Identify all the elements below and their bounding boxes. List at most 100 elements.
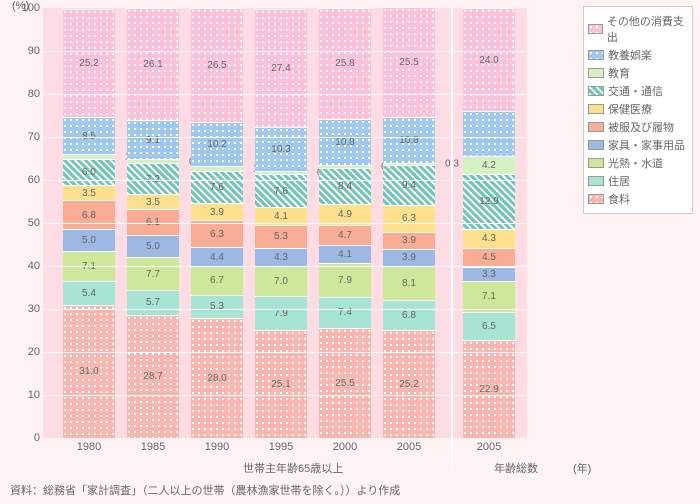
bar-segment: 8.4 xyxy=(319,168,371,204)
bar-segment: 6.8 xyxy=(383,300,435,329)
bar-value: 27.4 xyxy=(271,63,290,74)
legend-item: 住居 xyxy=(588,173,688,189)
x-group-label: 年齢総数 xyxy=(494,460,538,476)
legend-swatch xyxy=(588,50,604,60)
bar-segment: 7.2 xyxy=(127,163,179,194)
legend-swatch xyxy=(588,158,604,168)
bar-value: 28.7 xyxy=(143,371,162,382)
bar-value: 3.5 xyxy=(82,188,96,199)
bar-value: 25.5 xyxy=(335,378,354,389)
bar-value: 6.8 xyxy=(82,210,96,221)
bar-segment: 6.7 xyxy=(191,266,243,295)
y-tick: 50 xyxy=(28,217,40,229)
legend-item: その他の消費支出 xyxy=(588,13,688,45)
bar-value: 8.5 xyxy=(82,131,96,142)
y-tick: 60 xyxy=(28,174,40,186)
bar-value: 4.4 xyxy=(210,252,224,263)
legend-item: 家具・家事用品 xyxy=(588,137,688,153)
bar-segment: 26.5 xyxy=(191,8,243,122)
bar-segment: 5.3 xyxy=(191,295,243,318)
legend-swatch xyxy=(588,140,604,150)
bar-segment: 4.3 xyxy=(255,248,307,266)
bar-segment: 10.3 xyxy=(255,127,307,171)
bar-segment: 5.4 xyxy=(63,281,115,304)
bar-segment: 7.9 xyxy=(319,263,371,297)
bar-segment: 4.7 xyxy=(319,225,371,245)
y-tick: 40 xyxy=(28,260,40,272)
bar-segment: 1.0 xyxy=(191,166,243,170)
bar-value: 6.8 xyxy=(402,310,416,321)
bar-segment: 7.0 xyxy=(255,266,307,296)
bar-value: 7.6 xyxy=(274,186,288,197)
bar-segment: 0.3 xyxy=(383,163,435,164)
legend-label: 食料 xyxy=(608,191,630,207)
bar-segment: 8.5 xyxy=(63,117,115,154)
bar-segment: 25.1 xyxy=(255,330,307,438)
legend-item: 交通・通信 xyxy=(588,83,688,99)
legend-item: 食料 xyxy=(588,191,688,207)
chart-container: (%) 0102030405060708090100 31.05.47.15.0… xyxy=(0,0,700,504)
legend-label: 被服及び履物 xyxy=(608,119,674,135)
bar-segment: 8.1 xyxy=(383,266,435,301)
bar-segment: 7.9 xyxy=(255,296,307,330)
legend-label: 交通・通信 xyxy=(608,83,663,99)
bar-value: 4.2 xyxy=(482,160,496,171)
bar-segment: 0.5 xyxy=(319,165,371,167)
bar-value: 9.4 xyxy=(402,180,416,191)
bar-segment: 25.2 xyxy=(383,330,435,438)
bar-segment: 25.8 xyxy=(319,8,371,119)
bar-value: 25.1 xyxy=(271,379,290,390)
bar-value: 6.0 xyxy=(82,167,96,178)
bar-segment: 5.0 xyxy=(127,235,179,257)
bar-value: 25.2 xyxy=(79,58,98,69)
bar-value: 4.5 xyxy=(482,252,496,263)
source-note: 資料：総務省「家計調査」（二人以上の世帯（農林漁家世帯を除く。））より作成 xyxy=(10,482,400,498)
bar-value: 25.2 xyxy=(399,379,418,390)
bar-value: 7.9 xyxy=(338,275,352,286)
bar-value: 3.9 xyxy=(402,235,416,246)
bar-segment: 7.6 xyxy=(191,171,243,204)
bar-value: 3.5 xyxy=(146,197,160,208)
bar-segment: 9.4 xyxy=(383,165,435,205)
bar-value: 6.7 xyxy=(210,275,224,286)
bar-value: 6.3 xyxy=(210,229,224,240)
bar-value: 10.8 xyxy=(335,137,354,148)
bar-value: 24.0 xyxy=(479,55,498,66)
bar-value: 5.0 xyxy=(82,235,96,246)
bar-segment: 1.3 xyxy=(63,154,115,160)
bar-segment: 31.0 xyxy=(63,305,115,438)
bar-value: 31.0 xyxy=(79,366,98,377)
legend-label: 保健医療 xyxy=(608,101,652,117)
legend-swatch xyxy=(588,24,603,34)
bar-segment: 9.1 xyxy=(127,120,179,159)
bar-value: 7.6 xyxy=(210,182,224,193)
bar-segment: 5.0 xyxy=(63,229,115,251)
legend-swatch xyxy=(588,86,604,96)
bar-segment: 28.0 xyxy=(191,318,243,438)
x-tick: 1980 xyxy=(63,441,115,453)
bar-value: 4.1 xyxy=(338,249,352,260)
legend-label: 光熱・水道 xyxy=(608,155,663,171)
bar-value: 5.4 xyxy=(82,288,96,299)
y-tick: 70 xyxy=(28,131,40,143)
bar-segment: 5.7 xyxy=(127,290,179,315)
bar-segment: 10.2 xyxy=(191,122,243,166)
bar-segment: 0.7 xyxy=(255,171,307,174)
bar-segment: 27.4 xyxy=(255,9,307,127)
bar-value: 12.9 xyxy=(479,196,498,207)
bar-segment: 3.9 xyxy=(383,249,435,266)
bar-value: 25.5 xyxy=(399,57,418,68)
bar-segment: 25.5 xyxy=(319,328,371,438)
bar-segment: 10.8 xyxy=(383,117,435,163)
bar-segment: 4.4 xyxy=(191,247,243,266)
bar-value: 6.5 xyxy=(482,321,496,332)
bar-value: 5.7 xyxy=(146,297,160,308)
bar-segment: 7.7 xyxy=(127,257,179,290)
legend-item: 保健医療 xyxy=(588,101,688,117)
bar-segment: 24.0 xyxy=(463,8,515,111)
bar-segment: 22.9 xyxy=(463,340,515,438)
bar-value: 4.9 xyxy=(338,209,352,220)
bar-segment: 6.0 xyxy=(63,159,115,185)
bar-value: 4.3 xyxy=(482,233,496,244)
bar-value: 3.3 xyxy=(482,269,496,280)
